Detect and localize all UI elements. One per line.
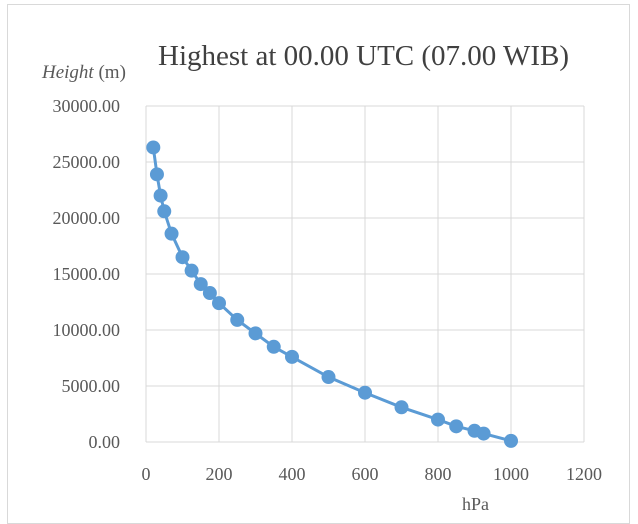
- data-point: [150, 167, 164, 181]
- data-point: [285, 350, 299, 364]
- data-point: [449, 419, 463, 433]
- y-tick-label: 20000.00: [53, 208, 121, 228]
- y-tick-label: 15000.00: [53, 264, 121, 284]
- data-point: [395, 400, 409, 414]
- y-tick-label: 25000.00: [53, 152, 121, 172]
- data-point: [230, 313, 244, 327]
- data-point: [157, 204, 171, 218]
- data-point: [431, 413, 445, 427]
- data-point: [165, 227, 179, 241]
- data-point: [504, 434, 518, 448]
- data-point: [322, 370, 336, 384]
- data-point: [477, 427, 491, 441]
- x-tick-label: 200: [206, 464, 233, 484]
- data-point: [154, 189, 168, 203]
- data-point: [267, 340, 281, 354]
- x-tick-label: 600: [352, 464, 379, 484]
- y-tick-label: 5000.00: [62, 376, 121, 396]
- data-point: [249, 326, 263, 340]
- data-point: [176, 250, 190, 264]
- x-tick-label: 1000: [493, 464, 529, 484]
- x-tick-label: 1200: [566, 464, 602, 484]
- y-tick-label: 10000.00: [53, 320, 121, 340]
- x-tick-label: 0: [142, 464, 151, 484]
- data-point: [212, 296, 226, 310]
- y-tick-label: 0.00: [89, 432, 121, 452]
- data-point: [146, 140, 160, 154]
- data-point: [185, 264, 199, 278]
- data-point: [358, 386, 372, 400]
- plot-area: 0 200 400 600 800 1000 1200 0.00 5000.00 10000.00…: [0, 0, 638, 513]
- x-tick-label: 800: [425, 464, 452, 484]
- y-tick-label: 30000.00: [53, 96, 121, 116]
- x-tick-label: 400: [279, 464, 306, 484]
